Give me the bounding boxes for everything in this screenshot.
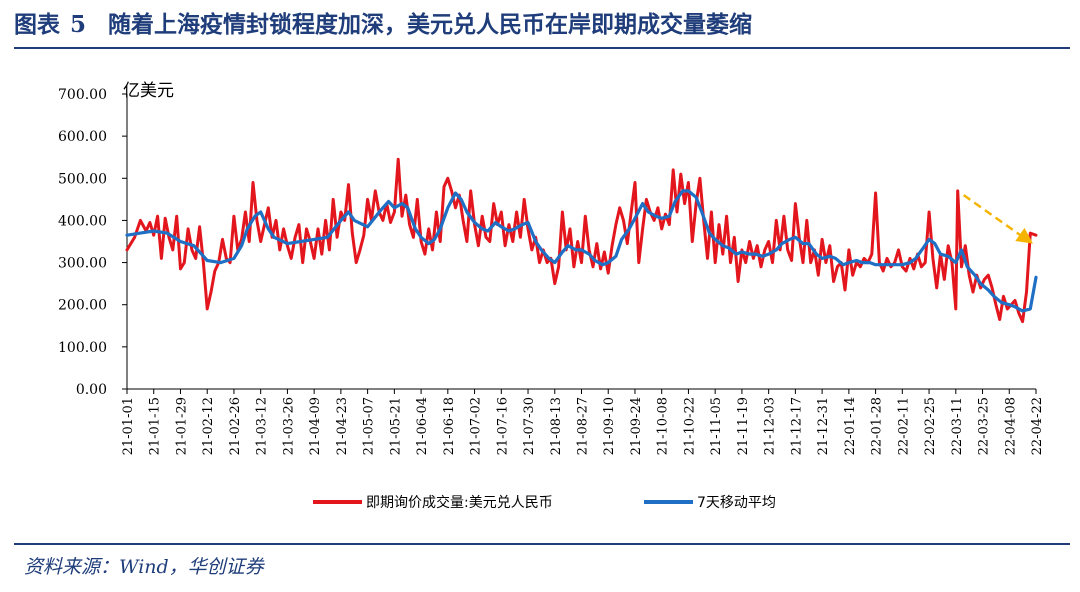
x-tick-label: 22-01-28 [870,397,885,455]
x-tick-label: 22-02-11 [896,397,911,455]
trend-arrow-head [1015,227,1033,244]
x-tick-label: 21-06-18 [442,397,457,455]
x-tick-label: 22-04-22 [1030,397,1045,455]
x-tick-label: 21-11-05 [709,397,724,455]
y-tick-label: 700.00 [58,87,107,103]
x-tick-label: 21-02-26 [228,397,243,455]
legend-label-ma7: 7天移动平均 [697,495,776,511]
x-tick-label: 21-01-15 [148,397,163,455]
x-tick-label: 21-10-22 [682,397,697,455]
x-tick-label: 22-03-25 [977,397,992,455]
legend: 即期询价成交量:美元兑人民币 7天移动平均 [313,494,776,511]
x-tick-label: 21-09-24 [629,397,644,455]
series-line-spot [125,157,1038,324]
y-tick-label: 600.00 [58,129,107,145]
figure-number: 5 [70,11,87,38]
y-tick-label: 300.00 [58,256,107,272]
y-tick-label: 100.00 [58,340,107,356]
x-tick-label: 21-07-02 [469,397,484,455]
x-tick-label: 21-12-17 [789,397,804,455]
x-tick-label: 21-03-12 [255,397,270,455]
title-rule [14,47,1070,49]
figure-label: 图表 [14,11,60,38]
x-tick-label: 21-12-03 [763,397,778,455]
x-tick-label: 21-03-26 [281,397,296,455]
y-axis-unit-label: 亿美元 [123,81,174,101]
x-tick-label: 22-02-25 [923,397,938,455]
x-tick-label: 21-05-21 [388,397,403,455]
x-tick-label: 21-06-04 [415,397,430,455]
x-tick-label: 21-09-10 [602,397,617,455]
series-line-ma7 [125,189,1038,313]
x-tick-label: 22-04-08 [1003,397,1018,455]
x-tick-label: 22-01-14 [843,397,858,455]
trend-arrow-annotation [962,194,1033,244]
x-tick-label: 21-01-29 [174,397,189,455]
source-note: 资料来源：Wind，华创证券 [24,556,264,578]
trend-arrow-shaft [962,194,1022,237]
x-tick-label: 21-02-12 [201,397,216,455]
y-tick-label: 400.00 [58,213,107,229]
x-tick-label: 21-08-27 [576,397,591,455]
y-tick-label: 0.00 [76,382,107,398]
source-rule [14,543,1070,545]
x-axis: 21-01-01 21-01-15 21-01-29 21-02-12 21-02-26… [121,388,1045,455]
x-tick-label: 21-07-16 [495,397,510,455]
x-tick-label: 21-07-30 [522,397,537,455]
x-tick-label: 21-08-13 [549,397,564,455]
x-tick-label: 21-04-09 [308,397,323,455]
x-tick-label: 21-04-23 [335,397,350,455]
figure-title: 图表 5 随着上海疫情封锁程度加深，美元兑人民币在岸即期成交量萎缩 [14,8,1070,42]
x-tick-label: 22-03-11 [950,397,965,455]
y-tick-label: 200.00 [58,298,107,314]
series-lines [125,157,1038,324]
x-tick-label: 21-11-19 [736,397,751,455]
x-tick-label: 21-12-31 [816,397,831,455]
y-axis: 0.00 100.00 200.00 300.00 400.00 500.00 600.00… [58,87,128,398]
legend-label-spot: 即期询价成交量:美元兑人民币 [366,494,553,511]
x-tick-label: 21-10-08 [656,397,671,455]
figure-title-text: 随着上海疫情封锁程度加深，美元兑人民币在岸即期成交量萎缩 [108,11,753,38]
x-tick-label: 21-01-01 [121,397,136,455]
x-tick-label: 21-05-07 [362,397,377,455]
y-tick-label: 500.00 [58,171,107,187]
